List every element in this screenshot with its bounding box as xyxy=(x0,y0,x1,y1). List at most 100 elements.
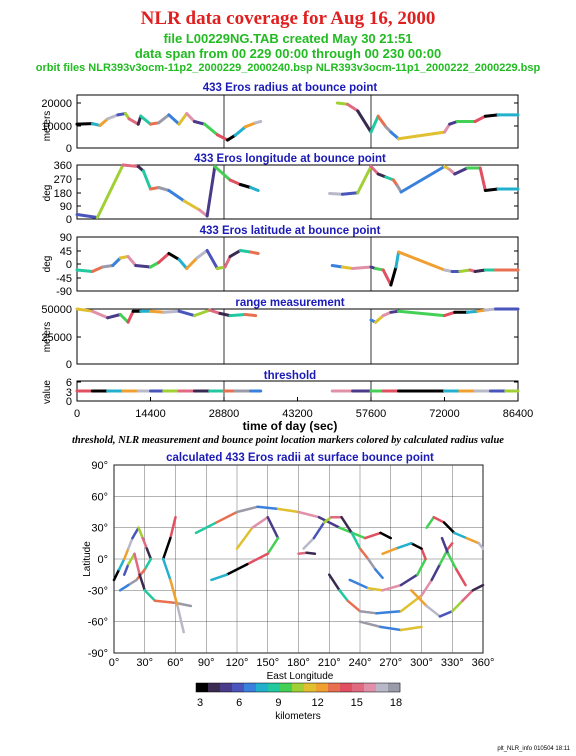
x-tick-label: 180° xyxy=(287,657,310,669)
data-point xyxy=(75,122,94,126)
x-tick-label: 43200 xyxy=(282,408,313,420)
data-point xyxy=(394,250,401,269)
panel-title: range measurement xyxy=(235,297,344,309)
data-point xyxy=(177,258,189,270)
data-point xyxy=(127,578,138,587)
y-tick-label: 360 xyxy=(54,160,72,172)
y-tick-label: 0 xyxy=(66,259,72,271)
data-point xyxy=(432,515,446,524)
colorbar-tick-label: 9 xyxy=(275,697,281,709)
data-point xyxy=(483,113,500,118)
data-point xyxy=(322,515,333,524)
x-tick-label: 14400 xyxy=(135,408,166,420)
data-point xyxy=(90,309,110,320)
data-point xyxy=(137,526,144,540)
data-point xyxy=(121,163,140,168)
x-tick-label: 0 xyxy=(74,408,80,420)
x-tick-label: 270° xyxy=(379,657,402,669)
data-point xyxy=(381,268,393,287)
data-point xyxy=(127,552,136,566)
x-tick-label: 30° xyxy=(136,657,153,669)
data-point xyxy=(335,101,350,106)
colorbar-swatch xyxy=(364,683,377,692)
data-point xyxy=(167,189,186,203)
data-point xyxy=(302,536,316,550)
data-point xyxy=(182,199,201,212)
y-tick-label: 3 xyxy=(66,387,72,399)
data-point xyxy=(213,165,232,182)
y-axis-label: deg xyxy=(42,185,53,202)
panel-frame xyxy=(76,308,519,365)
data-point xyxy=(235,505,259,514)
data-point xyxy=(483,187,500,192)
figure-caption: threshold, NLR measurement and bounce po… xyxy=(72,435,504,446)
colorbar-swatch xyxy=(376,683,389,692)
panel-title: 433 Eros longitude at bounce point xyxy=(194,153,386,165)
data-point xyxy=(75,213,99,219)
x-tick-label: 150° xyxy=(256,657,279,669)
x-tick-label: 210° xyxy=(318,657,341,669)
data-point xyxy=(143,589,157,603)
y-tick-label: 6 xyxy=(66,377,72,389)
data-point xyxy=(235,526,254,550)
data-point xyxy=(430,562,442,582)
data-point xyxy=(131,526,140,540)
data-point xyxy=(483,307,498,312)
data-point xyxy=(208,308,222,315)
panel-title: threshold xyxy=(264,370,316,382)
data-point xyxy=(98,117,110,127)
data-point xyxy=(238,249,253,254)
data-point xyxy=(473,114,487,123)
data-point xyxy=(375,609,403,615)
colorbar-swatch xyxy=(208,683,221,692)
x-axis-label: East Longitude xyxy=(267,671,334,682)
data-point xyxy=(389,265,398,287)
data-point xyxy=(350,531,362,550)
data-point xyxy=(348,578,370,590)
data-point xyxy=(410,589,428,608)
orbit-files-line: orbit files NLR393v3ocm-11p2_2000229_200… xyxy=(35,62,541,74)
data-point xyxy=(379,625,403,632)
data-point xyxy=(465,309,480,314)
data-point xyxy=(358,609,378,615)
data-point xyxy=(246,552,269,566)
data-point xyxy=(215,510,239,524)
y-tick-label: 60° xyxy=(91,491,108,503)
data-point xyxy=(399,573,419,587)
map-title: calculated 433 Eros radii at surface bou… xyxy=(166,452,434,464)
data-point xyxy=(442,521,456,535)
colorbar-swatch xyxy=(280,683,293,692)
data-point xyxy=(346,599,362,613)
data-point xyxy=(95,163,125,219)
data-point xyxy=(338,589,349,603)
data-point xyxy=(389,130,401,141)
data-point xyxy=(461,589,474,603)
data-point xyxy=(297,551,308,556)
x-tick-label: 360° xyxy=(472,657,495,669)
x-tick-label: 120° xyxy=(226,657,249,669)
data-point xyxy=(256,505,280,511)
data-point xyxy=(312,521,326,540)
y-tick-label: 50000 xyxy=(41,304,72,316)
data-point xyxy=(366,557,377,571)
data-point xyxy=(205,165,217,218)
data-point xyxy=(157,186,171,192)
data-point xyxy=(228,313,247,318)
data-point xyxy=(194,521,218,535)
data-point xyxy=(90,265,105,273)
data-point xyxy=(205,249,219,270)
data-point xyxy=(451,599,464,613)
data-point xyxy=(123,547,130,561)
data-point xyxy=(243,313,258,318)
data-point xyxy=(157,252,171,264)
data-point xyxy=(203,122,219,137)
data-point xyxy=(149,309,166,314)
colorbar-tick-label: 12 xyxy=(311,697,323,709)
colorbar-swatch xyxy=(268,683,281,692)
panel-frame xyxy=(76,94,519,149)
data-point xyxy=(123,562,130,576)
data-point xyxy=(346,102,360,113)
data-point xyxy=(126,255,138,267)
data-point xyxy=(458,268,472,273)
